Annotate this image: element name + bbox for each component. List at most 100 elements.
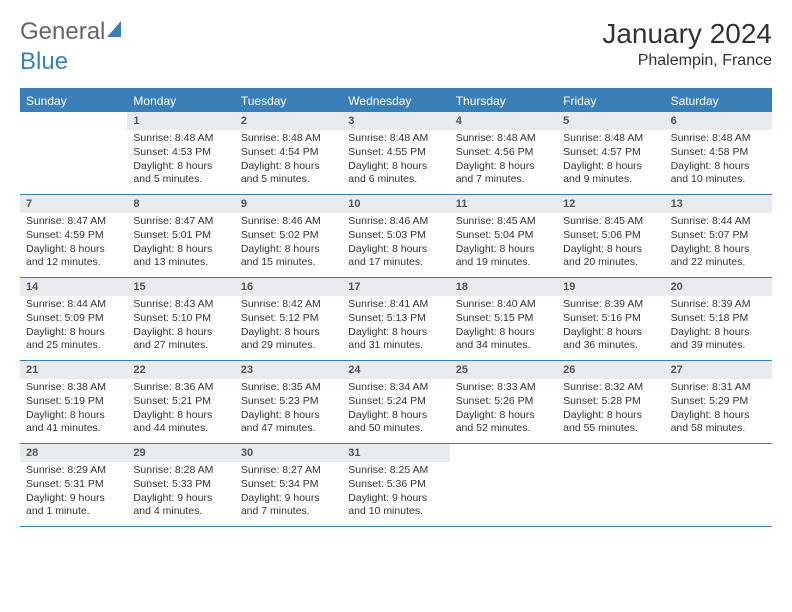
calendar-day: 27Sunrise: 8:31 AMSunset: 5:29 PMDayligh… — [665, 361, 772, 443]
day-number: 3 — [342, 112, 449, 130]
weekday-header: Sunday — [20, 90, 127, 112]
day-daylight2: and 10 minutes. — [348, 505, 443, 519]
day-sunrise: Sunrise: 8:43 AM — [133, 298, 228, 312]
day-sunrise: Sunrise: 8:46 AM — [348, 215, 443, 229]
calendar-day: 30Sunrise: 8:27 AMSunset: 5:34 PMDayligh… — [235, 444, 342, 526]
day-sunrise: Sunrise: 8:45 AM — [563, 215, 658, 229]
calendar-day: 23Sunrise: 8:35 AMSunset: 5:23 PMDayligh… — [235, 361, 342, 443]
calendar-day: 8Sunrise: 8:47 AMSunset: 5:01 PMDaylight… — [127, 195, 234, 277]
day-details: Sunrise: 8:47 AMSunset: 4:59 PMDaylight:… — [20, 213, 127, 276]
day-sunrise: Sunrise: 8:46 AM — [241, 215, 336, 229]
day-number: 26 — [557, 361, 664, 379]
calendar-day: 29Sunrise: 8:28 AMSunset: 5:33 PMDayligh… — [127, 444, 234, 526]
day-sunrise: Sunrise: 8:38 AM — [26, 381, 121, 395]
day-daylight2: and 44 minutes. — [133, 422, 228, 436]
day-number: 17 — [342, 278, 449, 296]
day-daylight1: Daylight: 8 hours — [563, 160, 658, 174]
day-number: 10 — [342, 195, 449, 213]
day-daylight2: and 27 minutes. — [133, 339, 228, 353]
day-number: 6 — [665, 112, 772, 130]
day-number: 14 — [20, 278, 127, 296]
calendar-day: 28Sunrise: 8:29 AMSunset: 5:31 PMDayligh… — [20, 444, 127, 526]
calendar-day — [665, 444, 772, 526]
day-number: 20 — [665, 278, 772, 296]
day-sunrise: Sunrise: 8:47 AM — [26, 215, 121, 229]
day-sunset: Sunset: 5:33 PM — [133, 478, 228, 492]
calendar-day: 25Sunrise: 8:33 AMSunset: 5:26 PMDayligh… — [450, 361, 557, 443]
day-number: 29 — [127, 444, 234, 462]
calendar-day: 22Sunrise: 8:36 AMSunset: 5:21 PMDayligh… — [127, 361, 234, 443]
day-details: Sunrise: 8:43 AMSunset: 5:10 PMDaylight:… — [127, 296, 234, 359]
day-number: 22 — [127, 361, 234, 379]
day-number: 21 — [20, 361, 127, 379]
day-sunrise: Sunrise: 8:44 AM — [26, 298, 121, 312]
day-sunset: Sunset: 5:16 PM — [563, 312, 658, 326]
day-number: 5 — [557, 112, 664, 130]
calendar-day: 24Sunrise: 8:34 AMSunset: 5:24 PMDayligh… — [342, 361, 449, 443]
logo: General — [20, 18, 121, 46]
day-number: 18 — [450, 278, 557, 296]
day-sunrise: Sunrise: 8:25 AM — [348, 464, 443, 478]
day-details: Sunrise: 8:44 AMSunset: 5:07 PMDaylight:… — [665, 213, 772, 276]
day-sunset: Sunset: 5:31 PM — [26, 478, 121, 492]
day-number: 4 — [450, 112, 557, 130]
day-sunrise: Sunrise: 8:35 AM — [241, 381, 336, 395]
day-number: 25 — [450, 361, 557, 379]
day-daylight1: Daylight: 9 hours — [348, 492, 443, 506]
day-daylight2: and 55 minutes. — [563, 422, 658, 436]
day-daylight2: and 7 minutes. — [241, 505, 336, 519]
day-details: Sunrise: 8:27 AMSunset: 5:34 PMDaylight:… — [235, 462, 342, 525]
day-details: Sunrise: 8:46 AMSunset: 5:02 PMDaylight:… — [235, 213, 342, 276]
day-details: Sunrise: 8:35 AMSunset: 5:23 PMDaylight:… — [235, 379, 342, 442]
calendar: Sunday Monday Tuesday Wednesday Thursday… — [20, 88, 772, 527]
day-details: Sunrise: 8:45 AMSunset: 5:06 PMDaylight:… — [557, 213, 664, 276]
day-daylight1: Daylight: 9 hours — [133, 492, 228, 506]
day-details: Sunrise: 8:32 AMSunset: 5:28 PMDaylight:… — [557, 379, 664, 442]
day-sunset: Sunset: 4:59 PM — [26, 229, 121, 243]
calendar-day: 4Sunrise: 8:48 AMSunset: 4:56 PMDaylight… — [450, 112, 557, 194]
day-sunset: Sunset: 5:13 PM — [348, 312, 443, 326]
day-number: 9 — [235, 195, 342, 213]
day-details: Sunrise: 8:40 AMSunset: 5:15 PMDaylight:… — [450, 296, 557, 359]
day-sunrise: Sunrise: 8:48 AM — [133, 132, 228, 146]
day-daylight1: Daylight: 8 hours — [456, 243, 551, 257]
day-daylight2: and 20 minutes. — [563, 256, 658, 270]
day-number: 12 — [557, 195, 664, 213]
calendar-day: 20Sunrise: 8:39 AMSunset: 5:18 PMDayligh… — [665, 278, 772, 360]
calendar-day: 6Sunrise: 8:48 AMSunset: 4:58 PMDaylight… — [665, 112, 772, 194]
day-details: Sunrise: 8:39 AMSunset: 5:18 PMDaylight:… — [665, 296, 772, 359]
day-daylight2: and 6 minutes. — [348, 173, 443, 187]
day-daylight1: Daylight: 8 hours — [348, 160, 443, 174]
day-sunrise: Sunrise: 8:31 AM — [671, 381, 766, 395]
calendar-day: 31Sunrise: 8:25 AMSunset: 5:36 PMDayligh… — [342, 444, 449, 526]
calendar-day: 16Sunrise: 8:42 AMSunset: 5:12 PMDayligh… — [235, 278, 342, 360]
day-sunrise: Sunrise: 8:41 AM — [348, 298, 443, 312]
calendar-day: 12Sunrise: 8:45 AMSunset: 5:06 PMDayligh… — [557, 195, 664, 277]
day-sunrise: Sunrise: 8:48 AM — [671, 132, 766, 146]
calendar-day: 13Sunrise: 8:44 AMSunset: 5:07 PMDayligh… — [665, 195, 772, 277]
day-number: 30 — [235, 444, 342, 462]
day-details: Sunrise: 8:25 AMSunset: 5:36 PMDaylight:… — [342, 462, 449, 525]
day-daylight1: Daylight: 8 hours — [133, 326, 228, 340]
day-sunrise: Sunrise: 8:48 AM — [456, 132, 551, 146]
day-daylight1: Daylight: 8 hours — [563, 243, 658, 257]
day-daylight2: and 39 minutes. — [671, 339, 766, 353]
day-daylight2: and 10 minutes. — [671, 173, 766, 187]
day-sunset: Sunset: 5:18 PM — [671, 312, 766, 326]
day-sunset: Sunset: 5:02 PM — [241, 229, 336, 243]
page-title: January 2024 — [602, 18, 772, 50]
day-sunrise: Sunrise: 8:45 AM — [456, 215, 551, 229]
day-sunset: Sunset: 5:01 PM — [133, 229, 228, 243]
day-sunrise: Sunrise: 8:36 AM — [133, 381, 228, 395]
day-sunset: Sunset: 5:24 PM — [348, 395, 443, 409]
day-sunset: Sunset: 4:55 PM — [348, 146, 443, 160]
calendar-day: 11Sunrise: 8:45 AMSunset: 5:04 PMDayligh… — [450, 195, 557, 277]
day-daylight1: Daylight: 8 hours — [133, 409, 228, 423]
day-daylight2: and 58 minutes. — [671, 422, 766, 436]
day-daylight1: Daylight: 8 hours — [671, 326, 766, 340]
day-details: Sunrise: 8:36 AMSunset: 5:21 PMDaylight:… — [127, 379, 234, 442]
calendar-day: 26Sunrise: 8:32 AMSunset: 5:28 PMDayligh… — [557, 361, 664, 443]
day-daylight2: and 7 minutes. — [456, 173, 551, 187]
day-details: Sunrise: 8:34 AMSunset: 5:24 PMDaylight:… — [342, 379, 449, 442]
day-number: 24 — [342, 361, 449, 379]
